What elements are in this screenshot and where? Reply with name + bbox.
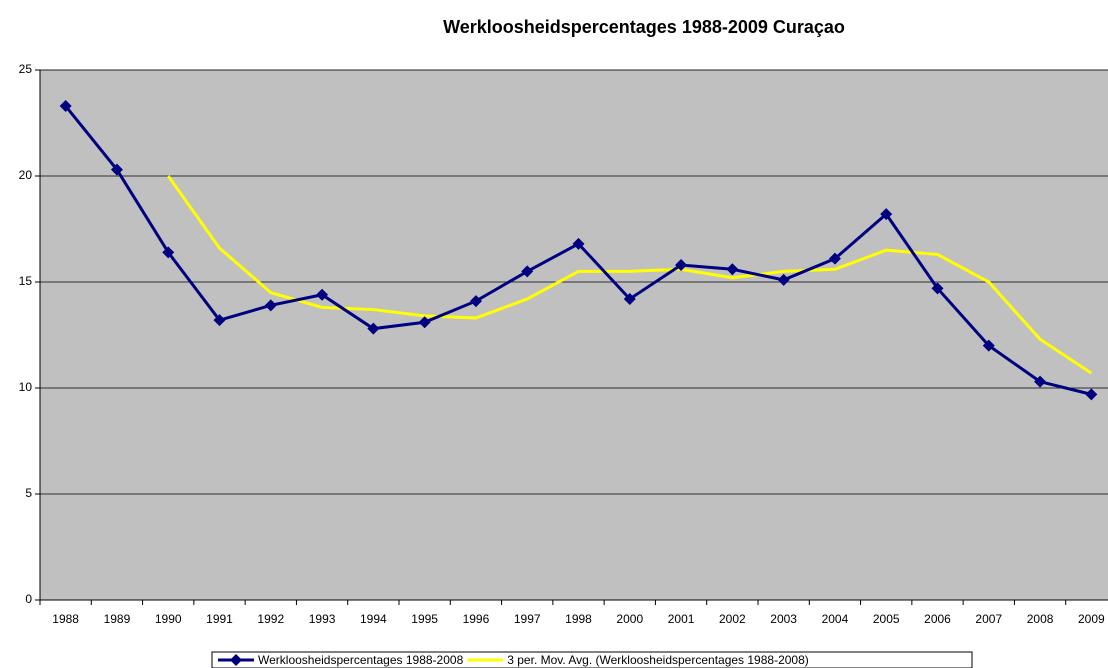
x-tick-label: 2009 [1078,612,1105,626]
y-tick-label: 25 [19,62,33,76]
legend-marker [230,654,242,666]
marker [828,252,841,265]
series-line [166,175,1093,375]
marker [469,295,482,308]
x-tick-label: 2001 [668,612,695,626]
x-tick-label: 2000 [616,612,643,626]
chart-title: Werkloosheidspercentages 1988-2009 Curaç… [443,17,845,37]
x-tick-label: 2004 [822,612,849,626]
marker [264,299,277,312]
y-tick-label: 5 [25,486,32,500]
legend-label: 3 per. Mov. Avg. (Werkloosheidspercentag… [507,653,809,667]
x-tick-label: 2006 [924,612,951,626]
y-tick-label: 15 [19,274,33,288]
x-tick-label: 1994 [360,612,387,626]
x-tick-label: 1990 [155,612,182,626]
x-tick-label: 1993 [309,612,336,626]
marker [1085,388,1098,401]
marker [572,237,585,250]
marker [777,273,790,286]
marker [418,316,431,329]
marker [367,322,380,335]
legend-label: Werkloosheidspercentages 1988-2008 [258,653,464,667]
x-tick-label: 1988 [52,612,79,626]
plot-area [39,69,1108,601]
marker [675,259,688,272]
x-tick-label: 2002 [719,612,746,626]
y-tick-label: 10 [19,380,33,394]
marker [213,314,226,327]
legend-box [211,651,973,668]
x-tick-label: 2005 [873,612,900,626]
marker [521,265,534,278]
marker [931,282,944,295]
marker [162,246,175,259]
marker [880,208,893,221]
marker [316,288,329,301]
x-tick-label: 1996 [463,612,490,626]
y-tick-label: 0 [25,592,32,606]
x-tick-label: 1995 [411,612,438,626]
marker [623,292,636,305]
x-tick-label: 1992 [257,612,284,626]
marker [982,339,995,352]
marker [59,100,72,113]
x-tick-label: 1997 [514,612,541,626]
marker [110,163,123,176]
x-tick-label: 2008 [1027,612,1054,626]
x-tick-label: 2007 [975,612,1002,626]
marker [726,263,739,276]
marker [1034,375,1047,388]
x-tick-label: 1989 [104,612,131,626]
y-tick-label: 20 [19,168,33,182]
x-tick-label: 1998 [565,612,592,626]
x-tick-label: 2003 [770,612,797,626]
x-tick-label: 1991 [206,612,233,626]
